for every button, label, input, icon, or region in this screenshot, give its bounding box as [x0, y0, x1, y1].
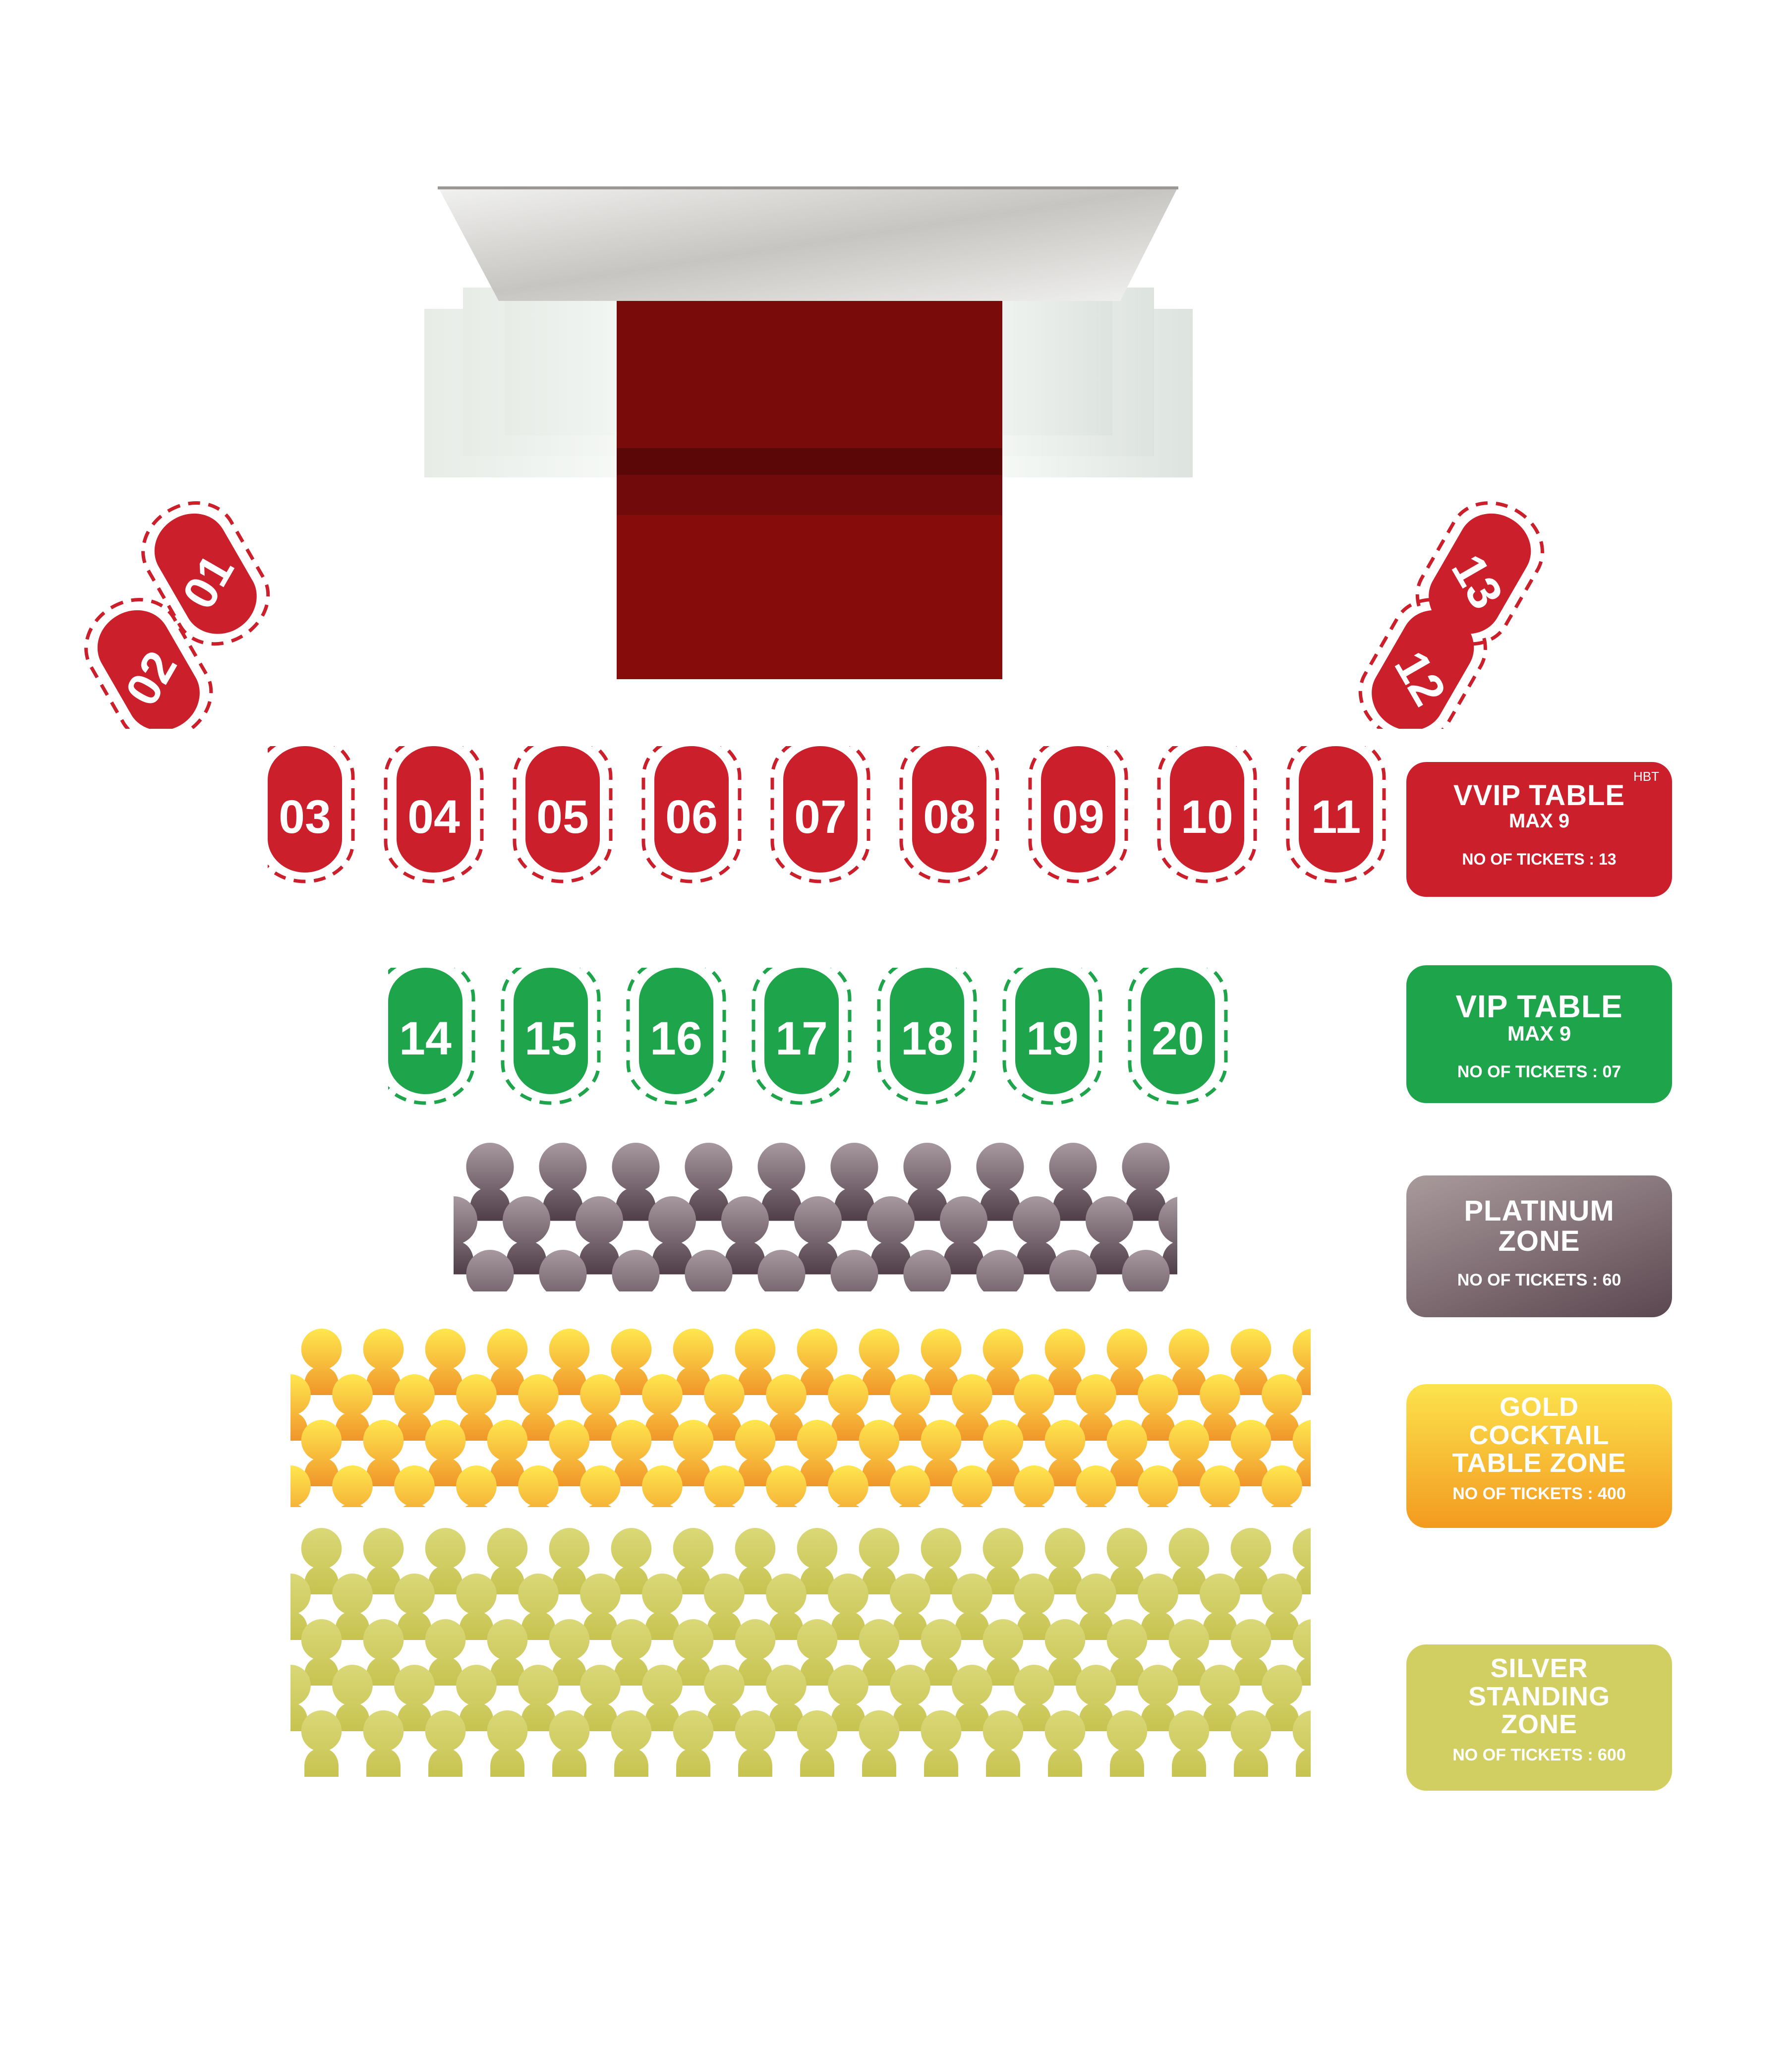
- svg-text:08: 08: [923, 791, 976, 843]
- svg-text:10: 10: [1181, 791, 1233, 843]
- svg-text:20: 20: [1152, 1012, 1204, 1065]
- svg-text:05: 05: [536, 791, 589, 843]
- svg-text:07: 07: [794, 791, 847, 843]
- svg-text:06: 06: [665, 791, 718, 843]
- svg-text:16: 16: [650, 1012, 702, 1065]
- svg-text:17: 17: [775, 1012, 828, 1065]
- svg-text:15: 15: [524, 1012, 577, 1065]
- svg-text:03: 03: [279, 791, 331, 843]
- svg-text:18: 18: [901, 1012, 953, 1065]
- svg-text:09: 09: [1052, 791, 1104, 843]
- svg-text:04: 04: [407, 791, 460, 843]
- svg-text:19: 19: [1026, 1012, 1079, 1065]
- svg-text:14: 14: [399, 1012, 452, 1065]
- svg-text:11: 11: [1311, 791, 1361, 843]
